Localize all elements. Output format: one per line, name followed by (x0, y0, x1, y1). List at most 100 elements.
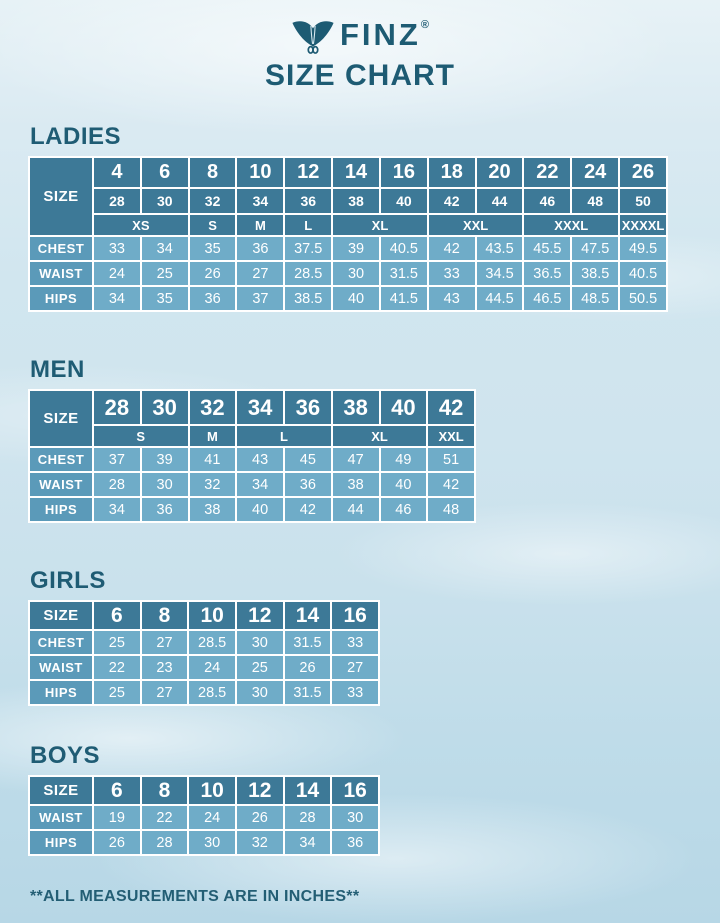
brand-name: FINZ (340, 17, 421, 52)
size-table-girls: SIZE 6 8 10 12 14 16 CHEST 25 27 28.5 30 31.5 33 WAIST… (28, 600, 380, 706)
ladies-header-cell: 8 (187, 156, 238, 189)
girls-value-cell: 25 (92, 629, 142, 656)
men-size-label-cell: SIZE (28, 389, 94, 448)
men-header-cell: M (187, 424, 238, 448)
ladies-value-cell: 34 (92, 285, 142, 312)
ladies-row-label-cell: CHEST (28, 235, 94, 262)
girls-row-label-cell: HIPS (28, 679, 94, 706)
boys-header-cell: 6 (92, 775, 142, 806)
ladies-header-cell: 26 (618, 156, 668, 189)
ladies-value-cell: 46.5 (522, 285, 573, 312)
ladies-value-cell: 31.5 (378, 260, 429, 287)
men-value-cell: 47 (330, 446, 381, 473)
girls-value-cell: 22 (92, 654, 142, 681)
girls-value-cell: 31.5 (282, 679, 333, 706)
boys-header-cell: 8 (139, 775, 190, 806)
men-value-cell: 51 (426, 446, 476, 473)
men-value-cell: 34 (92, 496, 142, 523)
registered-mark-icon: ® (420, 19, 429, 31)
ladies-value-cell: 33 (92, 235, 142, 262)
ladies-value-cell: 36 (187, 285, 238, 312)
boys-value-cell: 26 (92, 829, 142, 856)
girls-value-cell: 25 (92, 679, 142, 706)
men-value-cell: 32 (187, 471, 238, 498)
men-value-cell: 36 (283, 471, 333, 498)
ladies-header-cell: XXXXL (618, 213, 668, 237)
ladies-row-label-cell: HIPS (28, 285, 94, 312)
ladies-header-cell: 10 (235, 156, 286, 189)
ladies-row-label-cell: WAIST (28, 260, 94, 287)
men-value-cell: 49 (378, 446, 429, 473)
men-header-cell: 36 (283, 389, 333, 426)
ladies-header-cell: 12 (283, 156, 334, 189)
section-heading-girls: GIRLS (30, 567, 106, 594)
ladies-header-cell: 48 (570, 187, 621, 215)
boys-value-cell: 34 (282, 829, 333, 856)
men-row-label-cell: WAIST (28, 471, 94, 498)
ladies-header-cell: 44 (474, 187, 525, 215)
girls-value-cell: 26 (282, 654, 333, 681)
ladies-header-cell: 40 (378, 187, 429, 215)
ladies-header-cell: XXXL (522, 213, 621, 237)
brand-logo: FINZ ® (0, 0, 720, 56)
men-row-label-cell: HIPS (28, 496, 94, 523)
boys-value-cell: 30 (330, 804, 380, 831)
ladies-value-cell: 36.5 (522, 260, 573, 287)
men-value-cell: 37 (92, 446, 142, 473)
ladies-size-label-cell: SIZE (28, 156, 94, 237)
ladies-value-cell: 49.5 (618, 235, 668, 262)
men-row-label-cell: CHEST (28, 446, 94, 473)
ladies-value-cell: 40.5 (378, 235, 429, 262)
finz-fin-icon (292, 21, 334, 54)
ladies-header-cell: XL (331, 213, 429, 237)
size-table-wrap-men: SIZE 28 30 32 34 36 38 40 42 S M L XL XXL CHEST 37 39 41 4… (28, 389, 720, 523)
girls-value-cell: 27 (330, 654, 380, 681)
boys-value-cell: 26 (234, 804, 285, 831)
ladies-value-cell: 50.5 (618, 285, 668, 312)
ladies-header-cell: M (235, 213, 286, 237)
ladies-header-cell: XS (92, 213, 190, 237)
men-value-cell: 39 (139, 446, 190, 473)
ladies-value-cell: 47.5 (570, 235, 621, 262)
footer-note: **ALL MEASUREMENTS ARE IN INCHES** (30, 888, 360, 905)
ladies-value-cell: 35 (187, 235, 238, 262)
ladies-header-cell: 20 (474, 156, 525, 189)
men-header-cell: 40 (378, 389, 429, 426)
girls-value-cell: 33 (330, 629, 380, 656)
section-ladies: LADIES SIZE 4 6 8 10 12 14 16 18 20 22 24 26 28 30 32 34… (28, 123, 720, 312)
ladies-value-cell: 38.5 (283, 285, 334, 312)
ladies-value-cell: 48.5 (570, 285, 621, 312)
men-value-cell: 44 (330, 496, 381, 523)
girls-value-cell: 23 (139, 654, 190, 681)
girls-header-cell: 14 (282, 600, 333, 631)
ladies-header-cell: XXL (426, 213, 525, 237)
girls-value-cell: 27 (139, 679, 190, 706)
boys-value-cell: 19 (92, 804, 142, 831)
men-header-cell: L (235, 424, 333, 448)
boys-value-cell: 32 (234, 829, 285, 856)
section-boys: BOYS SIZE 6 8 10 12 14 16 WAIST 19 22 24 26 28 30 HIPS… (28, 742, 720, 856)
men-header-cell: 38 (330, 389, 381, 426)
ladies-header-cell: 18 (426, 156, 477, 189)
men-value-cell: 38 (330, 471, 381, 498)
ladies-value-cell: 43 (426, 285, 477, 312)
girls-header-cell: 12 (234, 600, 285, 631)
ladies-header-cell: 36 (283, 187, 334, 215)
men-value-cell: 36 (139, 496, 190, 523)
men-value-cell: 30 (139, 471, 190, 498)
men-value-cell: 34 (235, 471, 285, 498)
section-men: MEN SIZE 28 30 32 34 36 38 40 42 S M L XL XXL CHEST 37 3… (28, 356, 720, 523)
boys-value-cell: 28 (282, 804, 333, 831)
girls-header-cell: 8 (139, 600, 190, 631)
size-table-men: SIZE 28 30 32 34 36 38 40 42 S M L XL XXL CHEST 37 39 41 4… (28, 389, 476, 523)
ladies-value-cell: 41.5 (378, 285, 429, 312)
size-table-boys: SIZE 6 8 10 12 14 16 WAIST 19 22 24 26 28 30 HIPS 26 28 3… (28, 775, 380, 856)
ladies-value-cell: 27 (235, 260, 286, 287)
boys-value-cell: 24 (187, 804, 237, 831)
ladies-header-cell: 4 (92, 156, 142, 189)
ladies-value-cell: 45.5 (522, 235, 573, 262)
ladies-header-cell: 32 (187, 187, 238, 215)
men-value-cell: 46 (378, 496, 429, 523)
boys-size-label-cell: SIZE (28, 775, 94, 806)
